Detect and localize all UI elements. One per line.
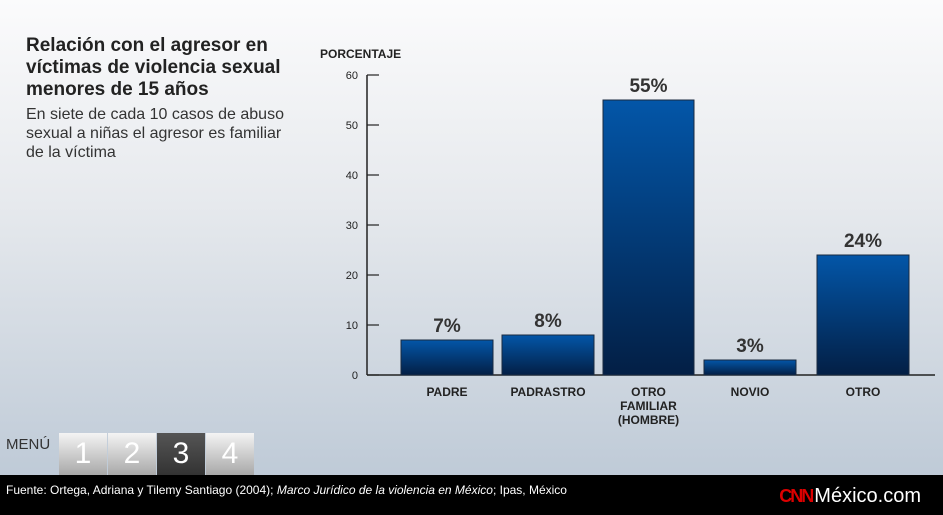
y-tick-label: 60 [346, 70, 358, 82]
cnn-mexico-logo[interactable]: CNN México.com [779, 485, 921, 508]
x-tick-label: NOVIO [731, 385, 770, 399]
data-label: 7% [433, 316, 461, 337]
y-tick-label: 10 [346, 320, 358, 332]
x-tick-label: OTRO FAMILIAR (HOMBRE) [618, 385, 679, 427]
y-tick-label: 20 [346, 270, 358, 282]
x-tick-label: OTRO [846, 385, 881, 399]
menu-item-1[interactable]: 1 [59, 433, 107, 475]
footer: Fuente: Ortega, Adriana y Tilemy Santiag… [0, 475, 943, 515]
bar [400, 339, 494, 376]
chart-title: Relación con el agresor en víctimas de v… [26, 35, 281, 100]
source-text: Fuente: Ortega, Adriana y Tilemy Santiag… [6, 483, 567, 497]
menu-label: MENÚ [6, 436, 51, 453]
menu-item-2[interactable]: 2 [108, 433, 156, 475]
menu-item-4[interactable]: 4 [206, 433, 254, 475]
data-label: 24% [844, 231, 882, 252]
y-tick-label: 0 [352, 370, 358, 382]
y-tick-label: 30 [346, 220, 358, 232]
source-prefix: Fuente: Ortega, Adriana y Tilemy Santiag… [6, 483, 277, 497]
bar [816, 254, 910, 376]
chart-subtitle: En siete de cada 10 casos de abuso sexua… [26, 106, 284, 161]
logo-text: México.com [814, 485, 921, 507]
y-tick-label: 40 [346, 170, 358, 182]
cnn-logo-mark: CNN [779, 486, 814, 506]
data-label: 3% [736, 336, 764, 357]
x-tick-label: PADRASTRO [510, 385, 585, 399]
data-label: 55% [629, 76, 667, 97]
bar [703, 359, 797, 376]
x-tick-label: PADRE [426, 385, 467, 399]
source-suffix: ; Ipas, México [492, 483, 567, 497]
bar [501, 334, 595, 376]
y-axis-label: PORCENTAJE [320, 47, 401, 61]
source-title: Marco Jurídico de la violencia en México [276, 483, 493, 497]
data-label: 8% [534, 311, 562, 332]
y-tick-label: 50 [346, 120, 358, 132]
menu-item-3[interactable]: 3 [157, 433, 205, 475]
bar [602, 99, 695, 376]
bar-chart: PORCENTAJE 0 10 20 30 40 50 60 7% PADRE 8% PADRASTR… [320, 47, 935, 427]
